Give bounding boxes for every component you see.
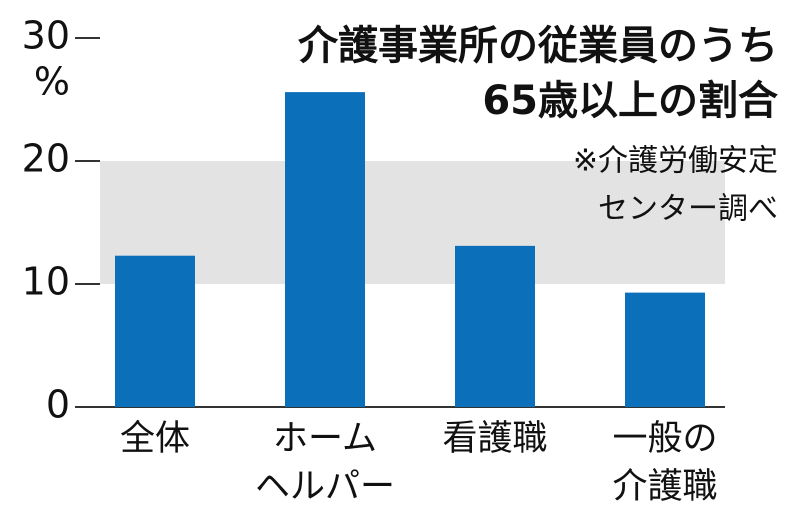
y-tick-label: 0	[46, 383, 70, 427]
x-tick-label: ヘルパー	[255, 467, 395, 507]
chart-title: 65歳以上の割合	[482, 78, 778, 124]
x-tick-label: 介護職	[612, 467, 717, 507]
source-note: センター調べ	[598, 192, 778, 227]
bar	[455, 245, 535, 407]
x-tick-label: 看護職	[442, 419, 547, 459]
background-layer	[100, 161, 725, 284]
shaded-band	[100, 161, 725, 284]
chart-title: 介護事業所の従業員のうち	[298, 23, 778, 69]
y-tick-label: 10	[22, 260, 70, 304]
y-tick-label: 30	[22, 14, 70, 58]
source-note: ※介護労働安定	[573, 144, 778, 179]
y-tick-label: 20	[22, 137, 70, 181]
y-unit: %	[34, 60, 70, 104]
bar	[285, 92, 365, 408]
bar	[115, 255, 195, 407]
x-tick-label: ホーム	[273, 419, 377, 459]
bar	[625, 292, 705, 407]
x-tick-label: 一般の	[612, 419, 717, 459]
x-tick-label: 全体	[120, 419, 190, 459]
